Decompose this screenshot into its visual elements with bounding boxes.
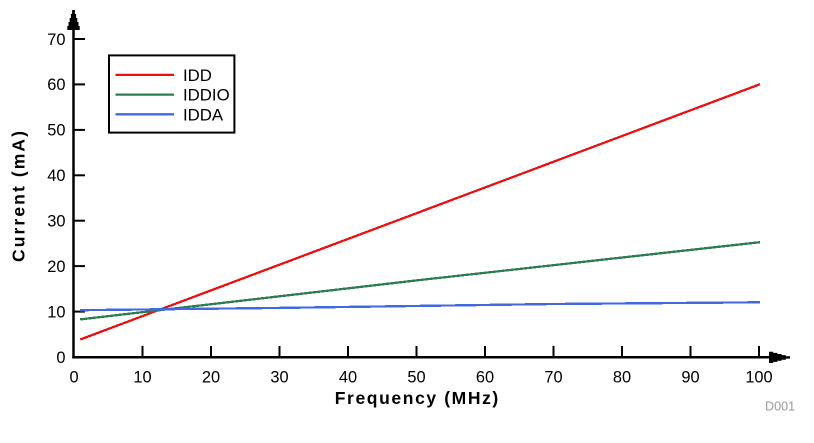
svg-text:IDDA: IDDA — [183, 105, 224, 124]
svg-text:30: 30 — [270, 369, 288, 387]
svg-text:D001: D001 — [765, 400, 795, 414]
svg-text:20: 20 — [47, 258, 65, 276]
svg-text:IDDIO: IDDIO — [183, 86, 230, 105]
svg-text:Current (mA): Current (mA) — [9, 131, 29, 262]
svg-text:40: 40 — [47, 167, 65, 185]
svg-text:Frequency (MHz): Frequency (MHz) — [335, 388, 499, 408]
svg-text:60: 60 — [476, 369, 494, 387]
svg-text:0: 0 — [69, 369, 78, 387]
svg-text:90: 90 — [681, 369, 699, 387]
svg-text:10: 10 — [133, 369, 151, 387]
svg-text:30: 30 — [47, 213, 65, 231]
svg-text:100: 100 — [745, 369, 772, 387]
svg-text:60: 60 — [47, 76, 65, 94]
svg-text:70: 70 — [544, 369, 562, 387]
svg-text:IDD: IDD — [183, 66, 212, 85]
svg-text:50: 50 — [47, 122, 65, 140]
svg-text:80: 80 — [613, 369, 631, 387]
svg-text:10: 10 — [47, 303, 65, 321]
svg-text:70: 70 — [47, 31, 65, 49]
svg-text:0: 0 — [56, 349, 65, 367]
svg-text:50: 50 — [407, 369, 425, 387]
svg-text:40: 40 — [339, 369, 357, 387]
svg-text:20: 20 — [202, 369, 220, 387]
